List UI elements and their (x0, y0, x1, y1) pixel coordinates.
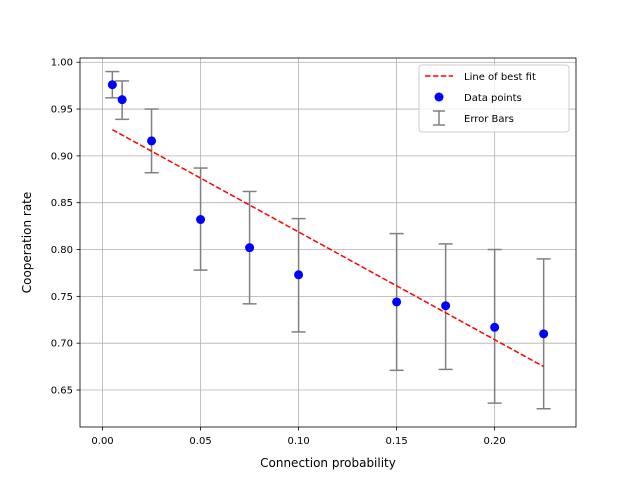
legend-label: Error Bars (464, 114, 514, 125)
data-point (490, 322, 500, 332)
legend-entry: Error Bars (433, 110, 514, 126)
data-point (539, 329, 549, 339)
y-tick-label: 0.80 (51, 245, 73, 256)
y-tick-label: 1.00 (51, 58, 73, 69)
data-point (117, 95, 127, 105)
data-point (294, 270, 304, 280)
legend-label: Data points (464, 93, 522, 104)
legend-entry: Line of best fit (425, 72, 536, 83)
grid (80, 58, 576, 427)
legend-entry: Data points (434, 92, 522, 104)
legend-marker-swatch (434, 92, 444, 102)
y-axis-label: Cooperation rate (20, 192, 34, 294)
x-tick-label: 0.00 (91, 436, 113, 447)
x-tick-label: 0.05 (189, 436, 211, 447)
data-points (107, 80, 549, 339)
data-point (107, 80, 117, 90)
best-fit-line (111, 128, 545, 368)
legend-box (418, 64, 570, 133)
x-tick-label: 0.10 (287, 436, 309, 447)
data-point (196, 215, 206, 225)
y-tick-label: 0.70 (51, 339, 73, 350)
data-point (441, 301, 451, 311)
x-axis-ticks: 0.00 0.05 0.10 0.15 0.20 (91, 427, 506, 447)
data-point (147, 136, 157, 146)
y-axis-ticks: 0.65 0.70 0.75 0.80 0.85 0.90 0.95 1.00 (51, 58, 80, 397)
y-tick-label: 0.75 (51, 292, 73, 303)
y-tick-label: 0.65 (51, 386, 73, 397)
data-point (245, 243, 255, 253)
y-tick-label: 0.90 (51, 151, 73, 162)
best-fit-line-path (111, 128, 545, 368)
x-tick-label: 0.15 (385, 436, 407, 447)
y-tick-label: 0.95 (51, 105, 73, 116)
data-point (392, 297, 402, 307)
y-tick-label: 0.85 (51, 198, 73, 209)
legend: Line of best fit Data points Error Bars (418, 64, 570, 133)
x-axis-label: Connection probability (260, 456, 396, 470)
plot-frame (79, 57, 577, 428)
legend-label: Line of best fit (464, 72, 536, 83)
x-tick-label: 0.20 (484, 436, 506, 447)
